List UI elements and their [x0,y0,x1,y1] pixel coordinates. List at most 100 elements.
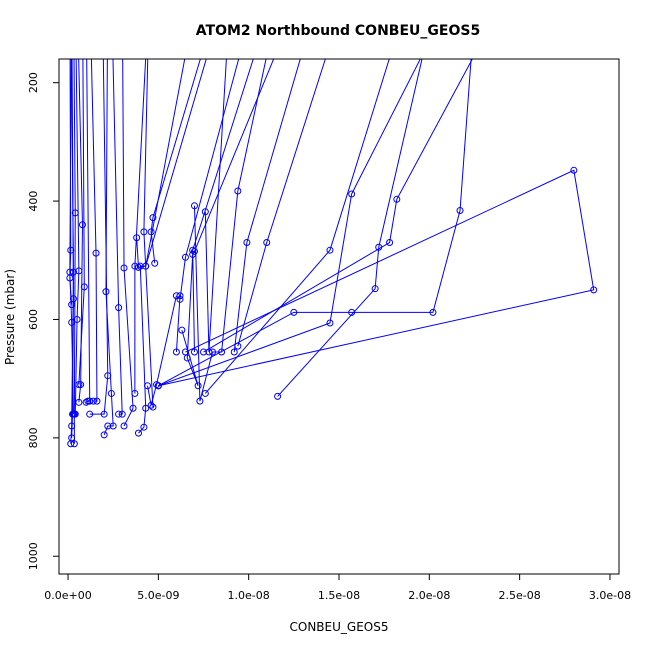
series-line [122,59,134,427]
data-point [86,397,94,405]
data-point [149,214,157,222]
series-23 [190,59,267,405]
series-line [204,59,227,353]
data-point [140,423,148,431]
plot-frame [58,58,620,575]
x-tick-label: 0.0e+00 [44,589,91,602]
data-point [115,304,123,312]
x-tick-label: 1.0e-08 [228,589,270,602]
series-line [85,59,91,403]
data-point [118,410,126,418]
data-point [102,288,110,296]
data-point [107,389,115,397]
data-point [243,239,251,247]
data-point [144,382,152,390]
series-24 [201,59,227,356]
data-point [429,308,437,316]
y-tick-label: 200 [27,72,40,93]
series-12 [112,59,126,418]
data-point [131,262,139,270]
y-tick-label: 1000 [27,542,40,570]
data-point [209,348,217,356]
series-32 [154,166,598,390]
series-line [158,59,472,387]
series-line [89,59,109,415]
series-line [136,59,186,268]
x-axis: 0.0e+00 5.0e-09 1.0e-08 1.5e-08 2.0e-08 2.5e-… [44,573,631,602]
data-point [120,422,128,430]
series-line [147,295,177,406]
data-point [80,283,88,291]
series-line [134,59,147,394]
series-line [192,59,254,353]
data-point [190,348,198,356]
data-point [326,319,334,327]
data-point [115,410,123,418]
x-tick-label: 2.5e-08 [499,589,541,602]
data-point [147,228,155,236]
data-point [82,398,90,406]
data-point [190,247,198,255]
series-31 [200,59,473,356]
series-4 [71,59,83,418]
series-5 [66,59,76,309]
data-point [151,259,159,267]
series-8 [82,59,94,406]
data-point [140,228,148,236]
data-point [230,348,238,356]
data-point [172,348,180,356]
data-point [73,315,81,323]
data-point [71,410,79,418]
data-point [290,308,298,316]
data-point [176,292,184,300]
series-27 [201,59,390,397]
data-point [104,422,112,430]
series-20 [172,59,240,356]
series-28 [154,59,472,390]
data-point [590,286,598,294]
data-point [120,264,128,272]
series-line [158,169,595,387]
series-line [175,59,240,353]
data-point [129,404,137,412]
series-line [74,59,80,415]
series-line [277,59,423,397]
data-point [75,381,83,389]
chart-title: ATOM2 Northbound CONBEU_GEOS5 [196,23,480,39]
data-point [190,202,198,210]
data-point [149,403,157,411]
data-point [274,392,282,400]
series-line [158,59,421,387]
x-axis-title: CONBEU_GEOS5 [290,620,389,634]
data-point [147,401,155,409]
y-axis: 200 400 600 800 1000 [27,72,60,570]
data-point [66,274,74,282]
series-line [237,59,326,347]
series-line [73,59,76,444]
data-point [570,166,578,174]
data-point [348,308,356,316]
data-point [134,263,142,271]
series-7 [75,59,88,389]
data-point [196,397,204,405]
data-point [263,239,271,247]
series-14 [131,59,147,397]
data-point [100,410,108,418]
data-point [68,301,76,309]
series-layer [66,59,598,448]
data-point [77,381,85,389]
series-6 [75,59,86,406]
data-point [84,397,92,405]
series-line [71,59,74,438]
series-30 [274,59,423,400]
data-point [154,382,162,390]
data-point [69,410,77,418]
series-line [203,59,473,353]
series-29 [154,59,421,390]
data-point [326,246,334,254]
data-point [201,389,209,397]
series-line [143,59,154,408]
series-22 [189,59,254,356]
data-point [178,326,186,334]
